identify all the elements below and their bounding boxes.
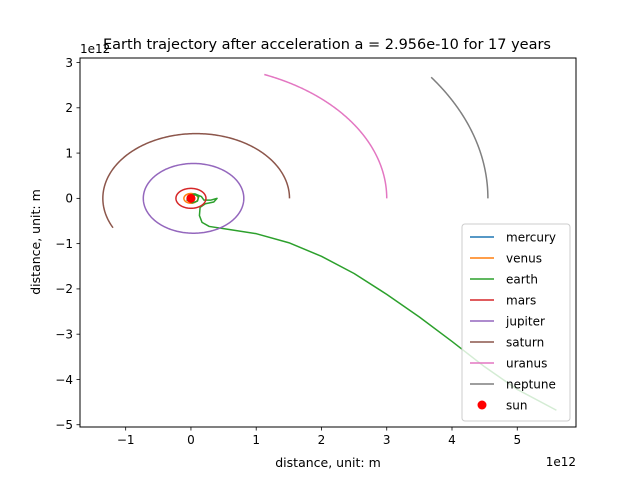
legend-marker-sun [477, 400, 487, 410]
legend-label-uranus: uranus [506, 356, 547, 370]
legend-label-sun: sun [506, 398, 527, 412]
y-tick-label: −1 [55, 237, 73, 251]
x-axis-label: distance, unit: m [275, 455, 381, 470]
x-tick-label: 5 [513, 433, 521, 447]
legend-item-sun: sun [477, 398, 527, 412]
axes-frame [79, 57, 577, 428]
y-offset-text: 1e12 [80, 42, 110, 56]
legend: mercury venus earth mars jupiter saturn uranus… [461, 223, 571, 422]
x-tick-label: −1 [117, 433, 135, 447]
legend-label-earth: earth [506, 272, 538, 286]
legend-label-mercury: mercury [506, 230, 556, 244]
legend-label-neptune: neptune [506, 377, 556, 391]
y-tick-label: 0 [65, 192, 73, 206]
y-tick-label: 3 [65, 56, 73, 70]
legend-label-mars: mars [506, 293, 536, 307]
legend-item-venus: venus [470, 251, 542, 265]
legend-item-neptune: neptune [470, 377, 556, 391]
x-offset-text: 1e12 [546, 455, 576, 469]
y-tick-label: −4 [55, 373, 73, 387]
legend-label-saturn: saturn [506, 335, 544, 349]
legend-item-earth: earth [470, 272, 538, 286]
series-uranus-line [264, 73, 388, 199]
y-axis-ticks: −5 −4 −3 −2 −1 0 1 2 3 [55, 56, 80, 432]
series-jupiter-line [142, 162, 245, 234]
y-tick-label: 2 [65, 101, 73, 115]
plot-area [102, 73, 557, 411]
y-tick-label: −5 [55, 418, 73, 432]
legend-label-venus: venus [506, 251, 542, 265]
legend-box [461, 223, 571, 422]
series-sun-marker [186, 193, 196, 203]
x-tick-label: 2 [318, 433, 326, 447]
series-mars-line [175, 187, 207, 210]
legend-label-jupiter: jupiter [505, 314, 545, 328]
x-tick-label: 4 [448, 433, 456, 447]
legend-item-mars: mars [470, 293, 536, 307]
series-saturn-line [102, 132, 291, 229]
x-axis-ticks: −1 0 1 2 3 4 5 [117, 427, 521, 447]
y-axis-label: distance, unit: m [28, 189, 43, 295]
y-tick-label: −3 [55, 327, 73, 341]
legend-item-mercury: mercury [470, 230, 556, 244]
legend-item-jupiter: jupiter [470, 314, 545, 328]
x-tick-label: 1 [252, 433, 260, 447]
chart-title: Earth trajectory after acceleration a = … [103, 37, 551, 53]
legend-item-uranus: uranus [470, 356, 547, 370]
legend-item-saturn: saturn [470, 335, 544, 349]
y-tick-label: 1 [65, 146, 73, 160]
y-tick-label: −2 [55, 282, 73, 296]
x-tick-label: 0 [187, 433, 195, 447]
x-tick-label: 3 [383, 433, 391, 447]
series-neptune-line [430, 76, 489, 199]
